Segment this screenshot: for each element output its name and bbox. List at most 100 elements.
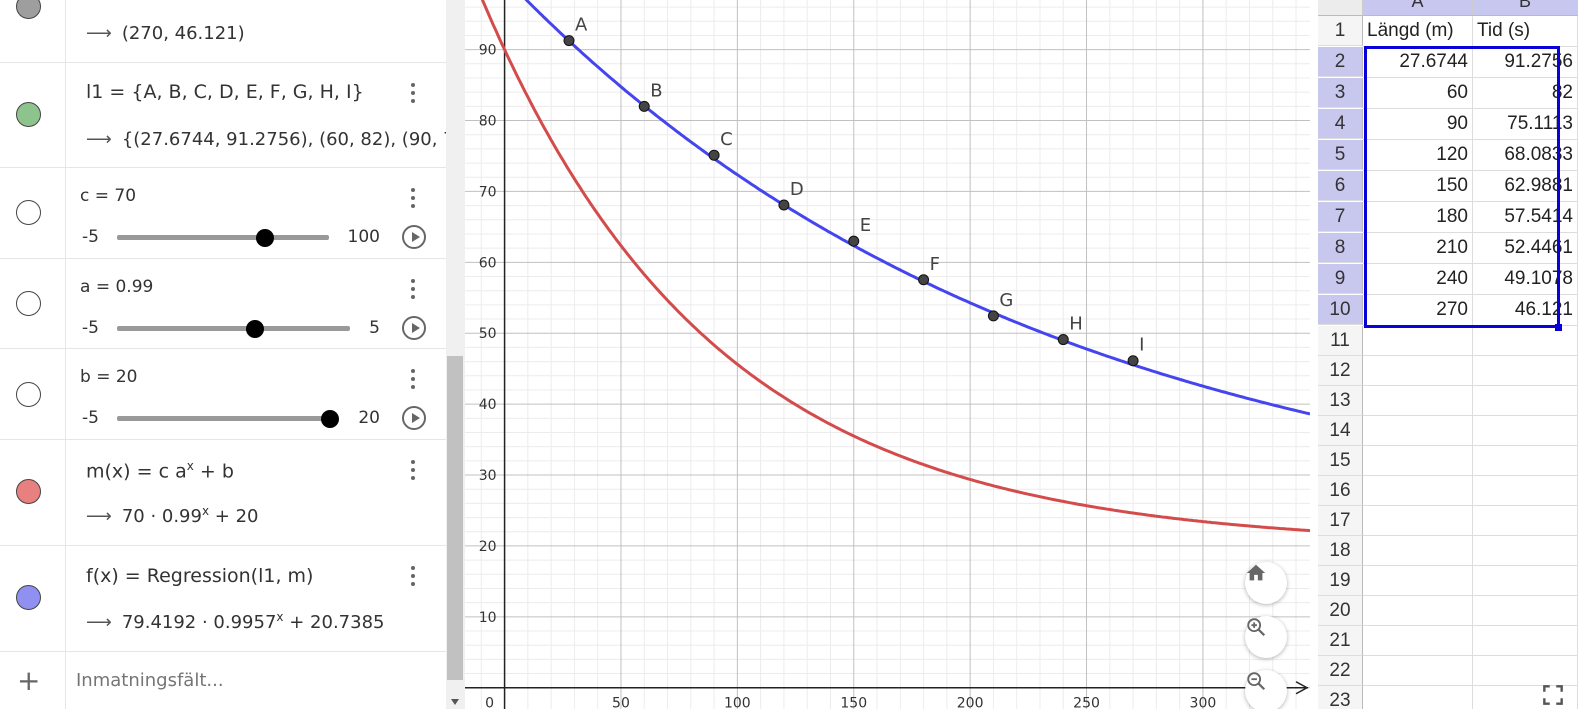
cell-b[interactable] (1473, 536, 1578, 566)
row-header[interactable]: 5 (1318, 140, 1363, 170)
algebra-row-point-i[interactable]: ⟶ (270, 46.121) (0, 0, 446, 63)
cell-b[interactable]: 57.5414 (1473, 202, 1578, 233)
point-c[interactable] (708, 149, 720, 161)
cell-b[interactable] (1473, 506, 1578, 536)
row-header[interactable]: 16 (1318, 476, 1363, 506)
cell-b[interactable] (1473, 476, 1578, 506)
scroll-down-arrow-icon[interactable] (451, 699, 459, 705)
visibility-marble[interactable] (16, 102, 41, 127)
cell-b[interactable]: 52.4461 (1473, 233, 1578, 264)
function-m-curve[interactable] (465, 0, 1310, 533)
cell-a[interactable] (1363, 626, 1473, 656)
cell-a[interactable]: 240 (1363, 264, 1473, 295)
cell-b[interactable]: 91.2756 (1473, 47, 1578, 78)
row-header[interactable]: 13 (1318, 386, 1363, 416)
algebra-row-slider-c[interactable]: c = 70 -5 100 (0, 168, 446, 259)
row-header[interactable]: 2 (1318, 47, 1363, 77)
cell-a[interactable]: 90 (1363, 109, 1473, 140)
more-menu-icon[interactable] (406, 277, 420, 303)
spreadsheet-view[interactable]: A B 1 Längd (m) Tid (s) 2 27.6744 91.2756 3 60 8… (1318, 0, 1578, 709)
list-definition[interactable]: l1 = {A, B, C, D, E, F, G, H, I} (86, 81, 364, 103)
point-g[interactable] (987, 310, 999, 322)
row-header[interactable]: 23 (1318, 686, 1363, 709)
graphics-view[interactable]: 0 50 100 150 200 250 300 10 20 30 40 50 60 70 80 90 A B C… (465, 0, 1310, 709)
cell-a[interactable] (1363, 536, 1473, 566)
row-header[interactable]: 4 (1318, 109, 1363, 139)
fullscreen-icon[interactable] (1540, 682, 1566, 708)
algebra-row-slider-a[interactable]: a = 0.99 -5 5 (0, 259, 446, 349)
slider-label[interactable]: c = 70 (80, 186, 137, 206)
cell-a[interactable] (1363, 386, 1473, 416)
zoom-out-button[interactable] (1245, 670, 1287, 709)
graph-canvas[interactable]: 0 50 100 150 200 250 300 10 20 30 40 50 60 70 80 90 A B C… (465, 0, 1310, 709)
visibility-marble[interactable] (16, 382, 41, 407)
row-header[interactable]: 1 (1318, 16, 1363, 46)
cell-a[interactable] (1363, 446, 1473, 476)
visibility-marble[interactable] (16, 0, 41, 19)
row-header[interactable]: 20 (1318, 596, 1363, 626)
cell-a[interactable] (1363, 596, 1473, 626)
visibility-marble[interactable] (16, 291, 41, 316)
play-button[interactable] (402, 316, 426, 340)
row-header[interactable]: 14 (1318, 416, 1363, 446)
cell-b[interactable]: 62.9881 (1473, 171, 1578, 202)
point-b[interactable] (638, 100, 650, 112)
more-menu-icon[interactable] (406, 367, 420, 393)
cell-a[interactable]: 27.6744 (1363, 47, 1473, 78)
algebra-row-function-m[interactable]: m(x) = c ax + b ⟶ 70 · 0.99x + 20 (0, 440, 446, 546)
cell-a[interactable] (1363, 506, 1473, 536)
fill-handle[interactable] (1555, 324, 1562, 331)
row-header[interactable]: 19 (1318, 566, 1363, 596)
data-points[interactable]: A B C D E F G H I (563, 15, 1144, 367)
cell-a[interactable]: 150 (1363, 171, 1473, 202)
slider-track[interactable] (117, 326, 350, 331)
cell-a[interactable] (1363, 566, 1473, 596)
cell-a[interactable] (1363, 686, 1473, 709)
cell-b[interactable] (1473, 566, 1578, 596)
row-header[interactable]: 15 (1318, 446, 1363, 476)
column-header-a[interactable]: A (1363, 0, 1473, 16)
cell-b[interactable]: 75.1113 (1473, 109, 1578, 140)
cell-b[interactable]: 68.0833 (1473, 140, 1578, 171)
cell-b[interactable] (1473, 626, 1578, 656)
row-header[interactable]: 18 (1318, 536, 1363, 566)
slider-knob[interactable] (321, 410, 339, 428)
slider-knob[interactable] (256, 229, 274, 247)
cell-a[interactable]: 60 (1363, 78, 1473, 109)
more-menu-icon[interactable] (406, 81, 420, 107)
row-header[interactable]: 11 (1318, 326, 1363, 356)
cell-a[interactable] (1363, 416, 1473, 446)
point-i[interactable] (1127, 355, 1139, 367)
cell-a[interactable] (1363, 656, 1473, 686)
slider-track[interactable] (117, 416, 329, 421)
more-menu-icon[interactable] (406, 458, 420, 484)
cell-a[interactable]: 180 (1363, 202, 1473, 233)
function-m-definition[interactable]: m(x) = c ax + b (86, 459, 234, 483)
row-header[interactable]: 6 (1318, 171, 1363, 201)
input-bar[interactable] (76, 666, 396, 694)
play-button[interactable] (402, 406, 426, 430)
cell-a[interactable]: 210 (1363, 233, 1473, 264)
point-a[interactable] (563, 35, 575, 47)
function-f-definition[interactable]: f(x) = Regression(l1, m) (86, 565, 314, 587)
cell-b[interactable] (1473, 326, 1578, 356)
algebra-scrollbar-thumb[interactable] (447, 356, 463, 680)
cell-b[interactable]: 46.121 (1473, 295, 1578, 326)
cell-b[interactable] (1473, 356, 1578, 386)
point-e[interactable] (848, 235, 860, 247)
slider-track[interactable] (117, 235, 329, 240)
corner-header[interactable] (1318, 0, 1363, 16)
algebra-row-function-f[interactable]: f(x) = Regression(l1, m) ⟶ 79.4192 · 0.99… (0, 546, 446, 652)
play-button[interactable] (402, 225, 426, 249)
cell-b[interactable] (1473, 596, 1578, 626)
row-header[interactable]: 9 (1318, 264, 1363, 294)
slider-label[interactable]: b = 20 (80, 367, 138, 387)
point-f[interactable] (918, 274, 930, 286)
function-f-curve[interactable] (465, 0, 1310, 416)
cell-b[interactable] (1473, 386, 1578, 416)
cell-a[interactable]: 120 (1363, 140, 1473, 171)
cell-b[interactable] (1473, 416, 1578, 446)
point-h[interactable] (1057, 334, 1069, 346)
algebra-input-row[interactable]: + (0, 652, 446, 709)
cell-b[interactable]: 49.1078 (1473, 264, 1578, 295)
